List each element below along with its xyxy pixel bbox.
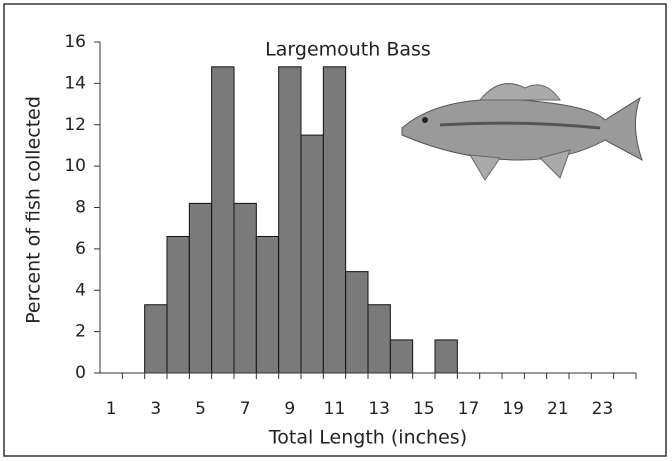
x-tick-label: 1 — [106, 399, 117, 419]
y-axis-label: Percent of fish collected — [23, 96, 45, 324]
bar — [389, 339, 414, 374]
bar — [367, 304, 391, 374]
y-tick-label: 16 — [64, 32, 86, 52]
x-tick-label: 23 — [592, 399, 614, 419]
y-tick-label: 4 — [75, 280, 86, 300]
bar — [233, 202, 257, 374]
y-tick-label: 2 — [75, 322, 86, 342]
bar — [144, 304, 168, 374]
y-tick-label: 8 — [75, 198, 86, 218]
x-tick-label: 21 — [547, 399, 569, 419]
x-tick-label: 15 — [413, 399, 435, 419]
fish-illustration — [401, 83, 643, 181]
x-tick-label: 9 — [284, 399, 295, 419]
y-tick-label: 0 — [75, 363, 86, 383]
x-tick-label: 17 — [458, 399, 480, 419]
bar — [166, 235, 190, 374]
bar — [211, 66, 235, 374]
x-tick-label: 19 — [502, 399, 524, 419]
x-axis-label: Total Length (inches) — [268, 427, 467, 449]
x-tick-label: 13 — [368, 399, 390, 419]
chart-title: Largemouth Bass — [265, 39, 431, 61]
x-tick-label: 11 — [324, 399, 346, 419]
x-tick-label: 5 — [195, 399, 206, 419]
x-tick-label: 7 — [240, 399, 251, 419]
bar — [345, 271, 369, 374]
bar — [278, 66, 302, 374]
bar — [322, 66, 347, 374]
y-tick-label: 6 — [75, 239, 86, 259]
y-tick-label: 10 — [64, 156, 86, 176]
x-tick-label: 3 — [150, 399, 161, 419]
y-tick-label: 12 — [64, 115, 86, 135]
bar — [300, 134, 324, 374]
bar — [255, 235, 280, 374]
bar — [434, 339, 458, 374]
y-tick-label: 14 — [64, 73, 86, 93]
bar — [188, 202, 213, 374]
